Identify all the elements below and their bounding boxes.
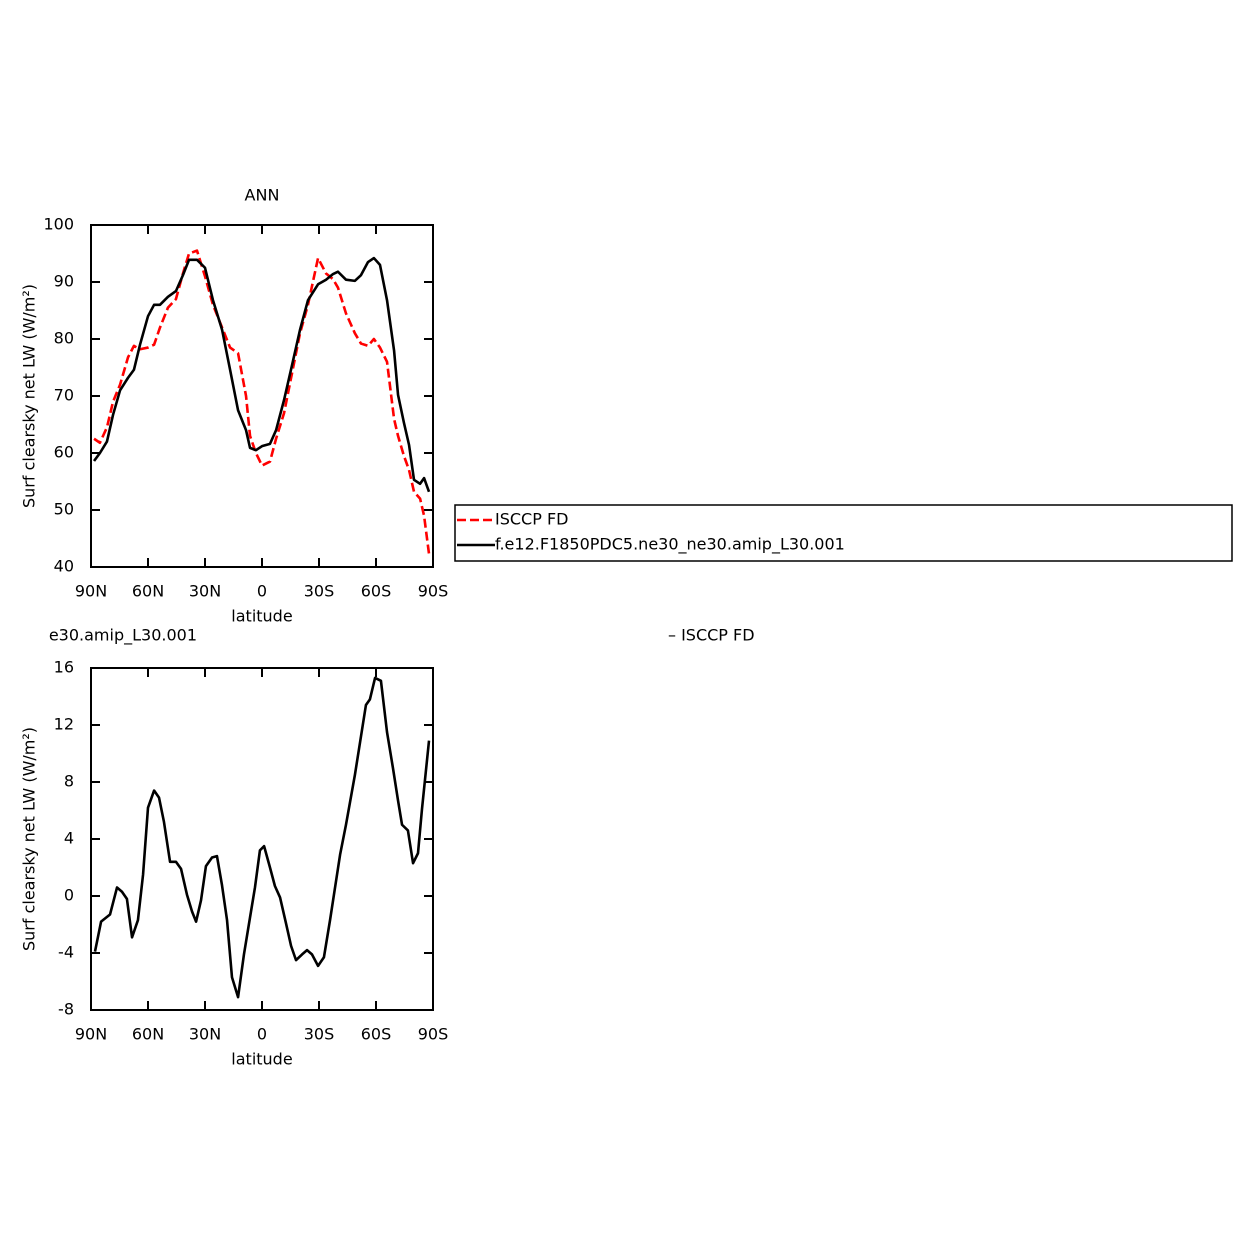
legend-label: f.e12.F1850PDC5.ne30_ne30.amip_L30.001 (495, 535, 845, 555)
plot-frame (90, 667, 434, 1011)
y-tick-label: 70 (54, 386, 74, 405)
x-tick-label: 90S (418, 1025, 449, 1044)
y-tick-label: 8 (64, 772, 74, 791)
y-tick-label: 90 (54, 272, 74, 291)
y-tick-label: 50 (54, 500, 74, 519)
x-tick-label: 90N (75, 1025, 107, 1044)
x-tick-label: 60S (361, 1025, 392, 1044)
x-tick-label: 60N (132, 582, 164, 601)
y-axis-label: Surf clearsky net LW (W/m²) (20, 727, 39, 951)
x-tick-label: 60S (361, 582, 392, 601)
x-tick-label: 60N (132, 1025, 164, 1044)
y-tick-label: 4 (64, 829, 74, 848)
chart-title-right: – ISCCP FD (668, 626, 755, 645)
chart-title-left: e30.amip_L30.001 (49, 626, 197, 646)
chart-title: ANN (245, 186, 280, 205)
x-tick-label: 30N (189, 582, 221, 601)
legend-box (454, 504, 1233, 562)
x-tick-label: 30N (189, 1025, 221, 1044)
x-tick-label: 0 (257, 582, 267, 601)
y-tick-label: 16 (54, 658, 74, 677)
x-tick-label: 90N (75, 582, 107, 601)
y-tick-label: -8 (58, 1000, 74, 1019)
x-axis-label: latitude (231, 1050, 292, 1069)
data-line (93, 249, 431, 555)
y-axis-label: Surf clearsky net LW (W/m²) (20, 284, 39, 508)
y-tick-label: 0 (64, 886, 74, 905)
x-tick-label: 0 (257, 1025, 267, 1044)
data-line (92, 256, 431, 493)
x-tick-label: 30S (304, 1025, 335, 1044)
y-tick-label: 80 (54, 329, 74, 348)
y-tick-label: 100 (43, 215, 74, 234)
x-tick-label: 30S (304, 582, 335, 601)
y-tick-label: 60 (54, 443, 74, 462)
x-axis-label: latitude (231, 607, 292, 626)
y-tick-label: 40 (54, 557, 74, 576)
legend-label: ISCCP FD (495, 510, 568, 529)
y-tick-label: -4 (58, 943, 74, 962)
x-tick-label: 90S (418, 582, 449, 601)
data-line (93, 676, 431, 999)
y-tick-label: 12 (54, 715, 74, 734)
